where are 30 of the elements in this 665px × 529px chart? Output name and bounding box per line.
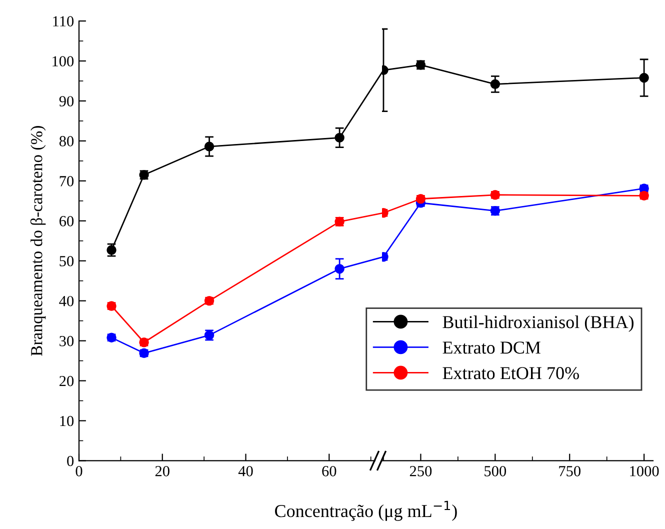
y-tick-label: 10 <box>60 416 74 426</box>
x-tick-label: 750 <box>559 466 580 476</box>
y-tick-label: 100 <box>52 56 74 66</box>
y-tick-label: 70 <box>60 176 74 186</box>
legend-label: Extrato EtOH 70% <box>442 367 579 380</box>
point <box>204 142 214 152</box>
y-tick-label: 50 <box>60 256 74 266</box>
y-tick-label: 0 <box>67 456 74 466</box>
y-tick-label: 40 <box>59 296 74 306</box>
x-tick-label: 500 <box>484 466 506 476</box>
x-tick-label: 40 <box>238 466 253 476</box>
legend-label: Extrato DCM <box>442 342 540 354</box>
point <box>416 194 426 204</box>
x-tick-label: 250 <box>410 466 432 476</box>
x-tick-label: 20 <box>155 466 170 476</box>
point <box>490 79 500 90</box>
x-tick-label: 0 <box>76 466 82 476</box>
x-axis-title: Concentração (μg mL$^{−1}$) <box>275 500 457 521</box>
y-tick-label: 20 <box>60 376 74 386</box>
legend-label: Butil-hidroxianisol (BHA) <box>442 315 634 332</box>
y-tick-label: 110 <box>53 16 74 26</box>
point <box>334 132 344 143</box>
point <box>639 72 649 83</box>
y-tick-label: 80 <box>59 136 74 146</box>
y-axis-title: Branqueamento do β-caroteno (%) <box>30 126 46 356</box>
y-tick-label: 90 <box>59 96 74 106</box>
x-tick-label: 60 <box>322 466 336 476</box>
y-tick-label: 30 <box>60 336 74 346</box>
y-tick-label: 60 <box>60 216 74 226</box>
x-tick-label: 1000 <box>630 466 659 476</box>
